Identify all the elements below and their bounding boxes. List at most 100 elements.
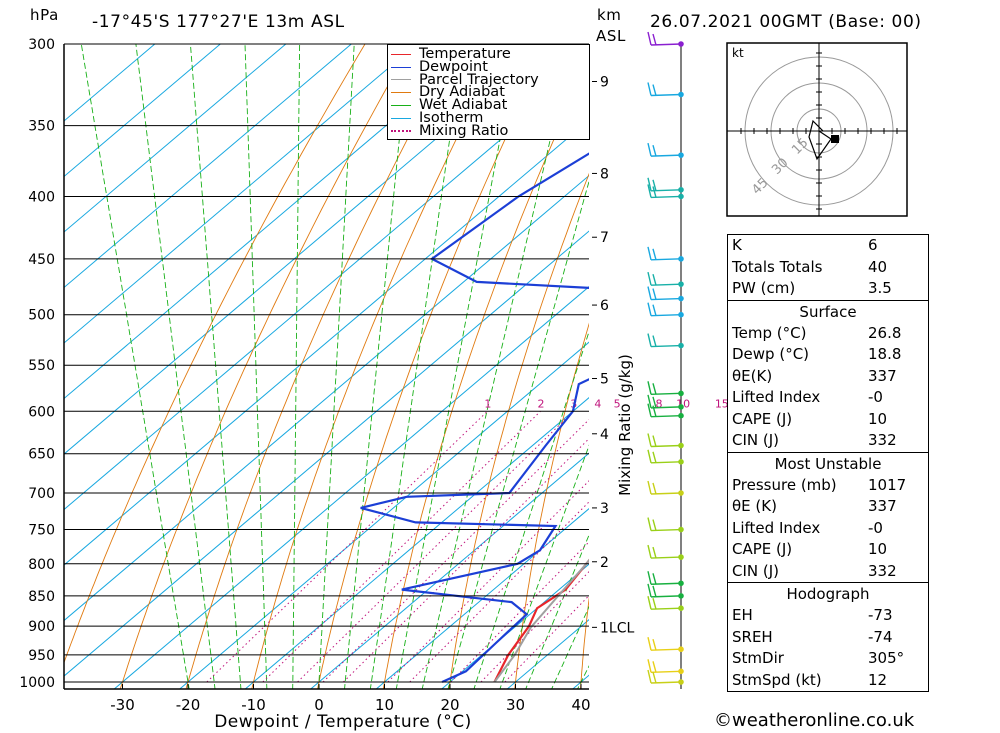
most-unstable-value: 1017 xyxy=(868,475,907,494)
height-unit-km: km xyxy=(597,6,622,24)
height-tick-label: 4 xyxy=(600,427,609,443)
isotherm-line xyxy=(113,286,589,689)
most-unstable-row: CAPE (J) 10 xyxy=(728,539,928,561)
isotherm-line xyxy=(64,44,353,289)
index-row: PW (cm) 3.5 xyxy=(728,278,928,300)
legend-label: Dry Adiabat xyxy=(419,84,505,101)
wet-adiabat-line xyxy=(499,444,589,689)
wind-barb-flag xyxy=(647,596,652,610)
wet-adiabat-line xyxy=(244,44,268,689)
legend-item: Parcel Trajectory xyxy=(388,71,589,88)
hodograph-unit: kt xyxy=(732,46,744,60)
isotherm-line xyxy=(309,452,589,689)
pressure-tick-label: 550 xyxy=(28,358,55,374)
wind-barb-flag xyxy=(647,637,652,651)
pressure-tick-label: 800 xyxy=(28,557,55,573)
x-tick-label: 40 xyxy=(571,696,590,714)
legend-swatch xyxy=(391,53,411,55)
pressure-tick-label: 950 xyxy=(28,648,55,664)
pressure-tick-label: 700 xyxy=(28,486,55,502)
legend-swatch xyxy=(391,92,411,94)
mixing-ratio-label: 8 xyxy=(656,397,663,410)
hodograph-stat-value: 305° xyxy=(868,649,905,667)
wind-barb-flag xyxy=(652,248,657,261)
legend-item: Dewpoint xyxy=(388,58,589,75)
most-unstable-row: Lifted Index -0 xyxy=(728,518,928,540)
most-unstable-row: CIN (J) 332 xyxy=(728,561,928,583)
isotherm-line xyxy=(64,44,287,233)
most-unstable-label: CAPE (J) xyxy=(732,540,793,558)
most-unstable-value: 332 xyxy=(868,561,897,580)
surface-row: θE(K) 337 xyxy=(728,366,928,388)
legend-label: Dewpoint xyxy=(419,58,488,75)
mixing-ratio-line xyxy=(450,541,589,683)
wind-barb-flag xyxy=(652,84,657,96)
dry-adiabat-line xyxy=(960,7,1000,708)
surface-title: Surface xyxy=(799,302,857,321)
surface-row: CAPE (J) 10 xyxy=(728,409,928,431)
hodograph-stat-label: EH xyxy=(732,606,753,624)
wind-barb-flag xyxy=(647,271,652,286)
isotherm-line xyxy=(64,44,418,344)
index-label: K xyxy=(732,236,742,254)
surface-label: Temp (°C) xyxy=(732,323,807,342)
mixing-ratio-line xyxy=(322,418,589,683)
pressure-tick-label: 500 xyxy=(28,308,55,324)
wind-barb-flag xyxy=(652,33,657,46)
most-unstable-value: -0 xyxy=(868,518,883,537)
dry-adiabat-line xyxy=(448,172,589,689)
wind-barb-flag xyxy=(647,544,652,559)
legend-item: Wet Adiabat xyxy=(388,98,589,112)
wind-barb-flag xyxy=(652,585,657,598)
indices-table: K 6 Totals Totals 40 PW (cm) 3.5 Surface Temp… xyxy=(727,234,929,692)
surface-label: θE(K) xyxy=(732,366,773,385)
isotherm-line xyxy=(64,230,589,677)
pressure-tick-label: 350 xyxy=(28,119,55,135)
series-dewpoint xyxy=(360,152,589,684)
x-tick-label: 0 xyxy=(314,696,324,714)
hodograph-stat-value: 12 xyxy=(868,670,888,689)
most-unstable-value: 337 xyxy=(868,497,897,515)
hodograph-stat-value: -73 xyxy=(868,606,893,624)
hodograph-stat-row: StmSpd (kt) 12 xyxy=(728,670,928,692)
pressure-unit: hPa xyxy=(30,6,59,24)
copyright: ©weatheronline.co.uk xyxy=(714,710,915,731)
surface-value: 18.8 xyxy=(868,345,902,363)
legend-swatch xyxy=(391,79,411,81)
mixing-ratio-label: 15 xyxy=(715,397,729,410)
mixing-ratio-line xyxy=(262,410,541,683)
height-tick-label: 8 xyxy=(600,166,609,182)
isotherm-line xyxy=(375,508,589,689)
wind-barb-flag xyxy=(652,661,657,673)
height-unit-asl: ASL xyxy=(596,27,626,45)
legend-swatch xyxy=(391,117,411,119)
wind-barb-flag xyxy=(652,519,657,531)
hodograph-stat-row: EH -73 xyxy=(728,605,928,627)
wind-barb-flag xyxy=(647,177,652,191)
isotherm-line xyxy=(244,397,589,689)
isotherm-line xyxy=(178,341,589,689)
x-tick-label: -20 xyxy=(176,696,201,714)
mixing-ratio-label: 2 xyxy=(537,397,544,410)
height-tick-label: 5 xyxy=(600,372,609,388)
legend-item: Mixing Ratio xyxy=(388,124,589,138)
wind-barb-flag xyxy=(652,482,657,495)
hodograph-stat-value: -74 xyxy=(868,627,893,646)
wind-barb-flag xyxy=(647,142,652,157)
surface-row: Lifted Index -0 xyxy=(728,387,928,409)
wind-barb-flag xyxy=(647,583,652,598)
wet-adiabat-line xyxy=(292,44,301,689)
wind-barb-flag xyxy=(647,333,652,347)
dry-adiabat-line xyxy=(382,60,589,689)
isotherm-line xyxy=(440,563,589,689)
height-tick-label: 1LCL xyxy=(600,620,634,636)
most-unstable-row: θE (K) 337 xyxy=(728,496,928,518)
series-parcel-trajectory xyxy=(493,558,589,683)
x-tick-label: 10 xyxy=(375,696,394,714)
mixing-ratio-label: 1 xyxy=(484,397,491,410)
wind-barb-flag xyxy=(652,405,657,417)
x-tick-label: 20 xyxy=(440,696,459,714)
legend-label: Parcel Trajectory xyxy=(419,71,539,88)
